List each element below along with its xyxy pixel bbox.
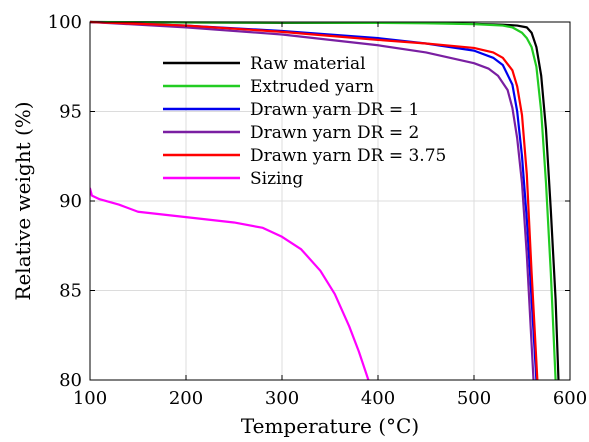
x-axis-label: Temperature (°C) xyxy=(241,414,419,438)
legend: Raw material Extruded yarn Drawn yarn DR =… xyxy=(163,54,446,189)
y-tick-label: 85 xyxy=(59,281,82,302)
series-line-4 xyxy=(90,20,539,380)
x-tick-label: 200 xyxy=(169,388,203,409)
axis-ticks: 100 200 300 400 500 600 80 85 90 95 100 xyxy=(48,12,588,409)
legend-label: Drawn yarn DR = 2 xyxy=(250,123,419,143)
series-line-1 xyxy=(90,20,557,380)
y-tick-label: 95 xyxy=(59,102,82,123)
legend-label: Drawn yarn DR = 3.75 xyxy=(250,146,446,166)
legend-label: Extruded yarn xyxy=(250,77,374,97)
series-line-3 xyxy=(90,20,535,380)
x-tick-label: 300 xyxy=(265,388,299,409)
y-tick-label: 90 xyxy=(59,191,82,212)
y-axis-label: Relative weight (%) xyxy=(11,101,35,300)
series-layer xyxy=(90,20,560,380)
x-tick-label: 100 xyxy=(73,388,107,409)
x-tick-label: 400 xyxy=(361,388,395,409)
x-tick-label: 600 xyxy=(553,388,587,409)
legend-label: Sizing xyxy=(250,169,303,189)
legend-label: Raw material xyxy=(250,54,366,74)
x-tick-label: 500 xyxy=(457,388,491,409)
series-line-5 xyxy=(90,187,370,380)
legend-label: Drawn yarn DR = 1 xyxy=(250,100,419,120)
y-tick-label: 80 xyxy=(59,370,82,391)
y-tick-label: 100 xyxy=(48,12,82,33)
